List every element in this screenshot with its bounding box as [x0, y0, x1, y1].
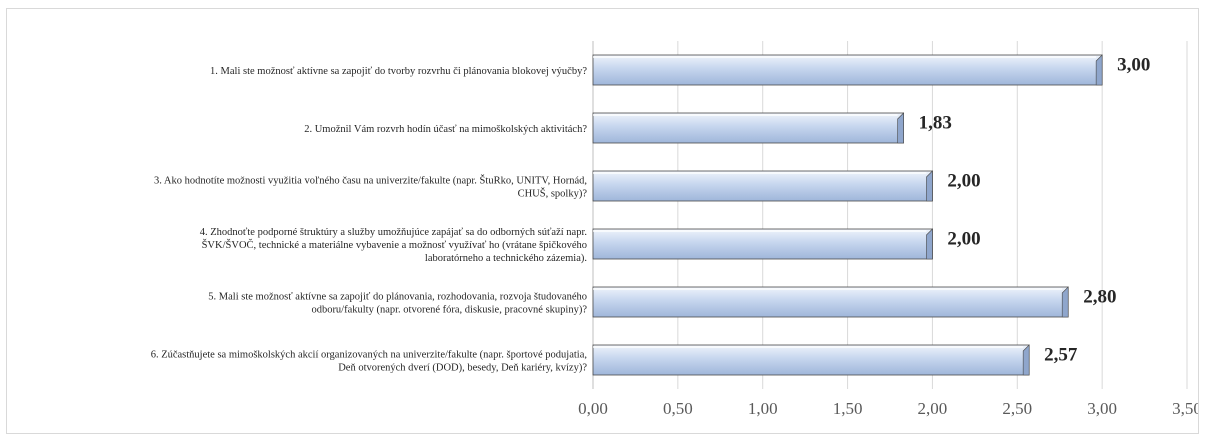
- bar: [592, 344, 1030, 376]
- data-label: 2,80: [1083, 286, 1116, 307]
- x-tick-label: 1,00: [748, 399, 778, 418]
- x-tick-label: 0,00: [578, 399, 608, 418]
- data-label: 2,00: [947, 170, 980, 191]
- data-label: 3,00: [1117, 54, 1150, 75]
- x-tick-label: 2,50: [1002, 399, 1032, 418]
- bar: [592, 228, 933, 260]
- category-label: 1. Mali ste možnosť aktívne sa zapojiť d…: [210, 66, 587, 77]
- data-label: 1,83: [919, 112, 952, 133]
- x-tick-label: 3,50: [1172, 399, 1198, 418]
- x-axis-tick-labels: 0,00 0,50 1,00 1,50 2,00 2,50 3,00 3,50: [578, 399, 1198, 418]
- bars: [592, 54, 1103, 376]
- category-label: 5. Mali ste možnosť aktívne sa zapojiť d…: [208, 292, 587, 316]
- chart-frame: 1. Mali ste možnosť aktívne sa zapojiť d…: [6, 8, 1199, 434]
- data-label: 2,57: [1044, 344, 1078, 365]
- category-labels: 1. Mali ste možnosť aktívne sa zapojiť d…: [151, 66, 588, 374]
- category-label: 4. Zhodnoťte podporné štruktúry a služby…: [200, 227, 587, 264]
- bar-chart: 1. Mali ste možnosť aktívne sa zapojiť d…: [151, 41, 1198, 418]
- data-label: 2,00: [947, 228, 980, 249]
- category-label: 2. Umožnil Vám rozvrh hodín účasť na mim…: [304, 124, 587, 135]
- x-tick-label: 1,50: [833, 399, 863, 418]
- bar: [592, 286, 1069, 318]
- x-tick-label: 3,00: [1087, 399, 1117, 418]
- data-labels: 3,00 1,83 2,00 2,00 2,80 2,57: [919, 54, 1151, 365]
- x-tick-label: 0,50: [663, 399, 693, 418]
- bar: [592, 54, 1103, 86]
- gridlines: [592, 41, 1188, 389]
- category-label: 3. Ako hodnotíte možnosti využitia voľné…: [154, 175, 587, 200]
- bar: [592, 112, 904, 144]
- category-label: 6. Zúčastňujete sa mimoškolských akcií o…: [151, 350, 588, 374]
- bar: [592, 170, 933, 202]
- x-tick-label: 2,00: [918, 399, 948, 418]
